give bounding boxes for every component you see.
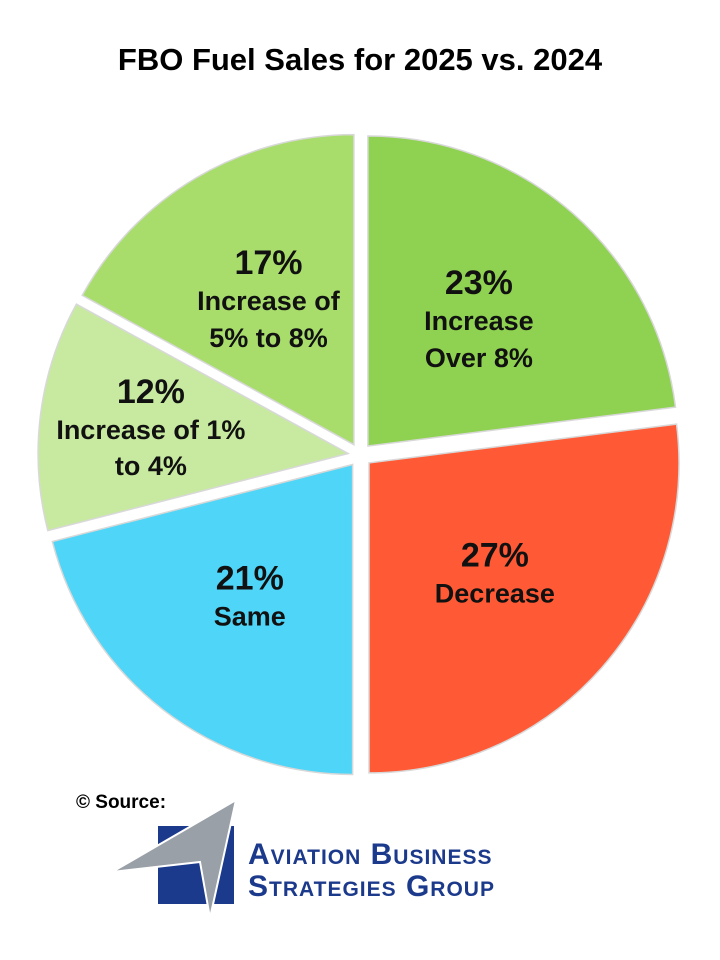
pie-slice (81, 133, 355, 446)
category-label: Increase of 5% to 8% (197, 286, 340, 353)
pie-slice (368, 423, 680, 774)
category-label: Increase Over 8% (424, 306, 534, 373)
slice-label: 12% Increase of 1% to 4% (56, 373, 246, 485)
pie-slice (51, 463, 354, 776)
pie-slice (37, 303, 351, 532)
slice-label: 21% Same (175, 559, 325, 634)
slice-label: 23% Increase Over 8% (404, 264, 554, 376)
pie-slice (367, 135, 677, 447)
value-label: 27% (460, 536, 529, 575)
slice-label: 17% Increase of 5% to 8% (193, 244, 343, 356)
value-label: 21% (215, 559, 284, 598)
slice-label: 27% Decrease (420, 536, 570, 611)
logo-plane (111, 797, 238, 919)
org-name: Aviation Business (248, 838, 493, 871)
value-label: 23% (444, 264, 513, 303)
value-label: 12% (116, 372, 185, 411)
category-label: Decrease (434, 578, 555, 609)
org-name: Strategies Group (248, 870, 495, 903)
source-label: © Source: (76, 792, 167, 813)
category-label: Increase of 1% to 4% (56, 414, 246, 482)
chart-title: FBO Fuel Sales for 2025 vs. 2024 (117, 42, 603, 77)
value-label: 17% (234, 244, 303, 283)
category-label: Same (213, 601, 286, 632)
